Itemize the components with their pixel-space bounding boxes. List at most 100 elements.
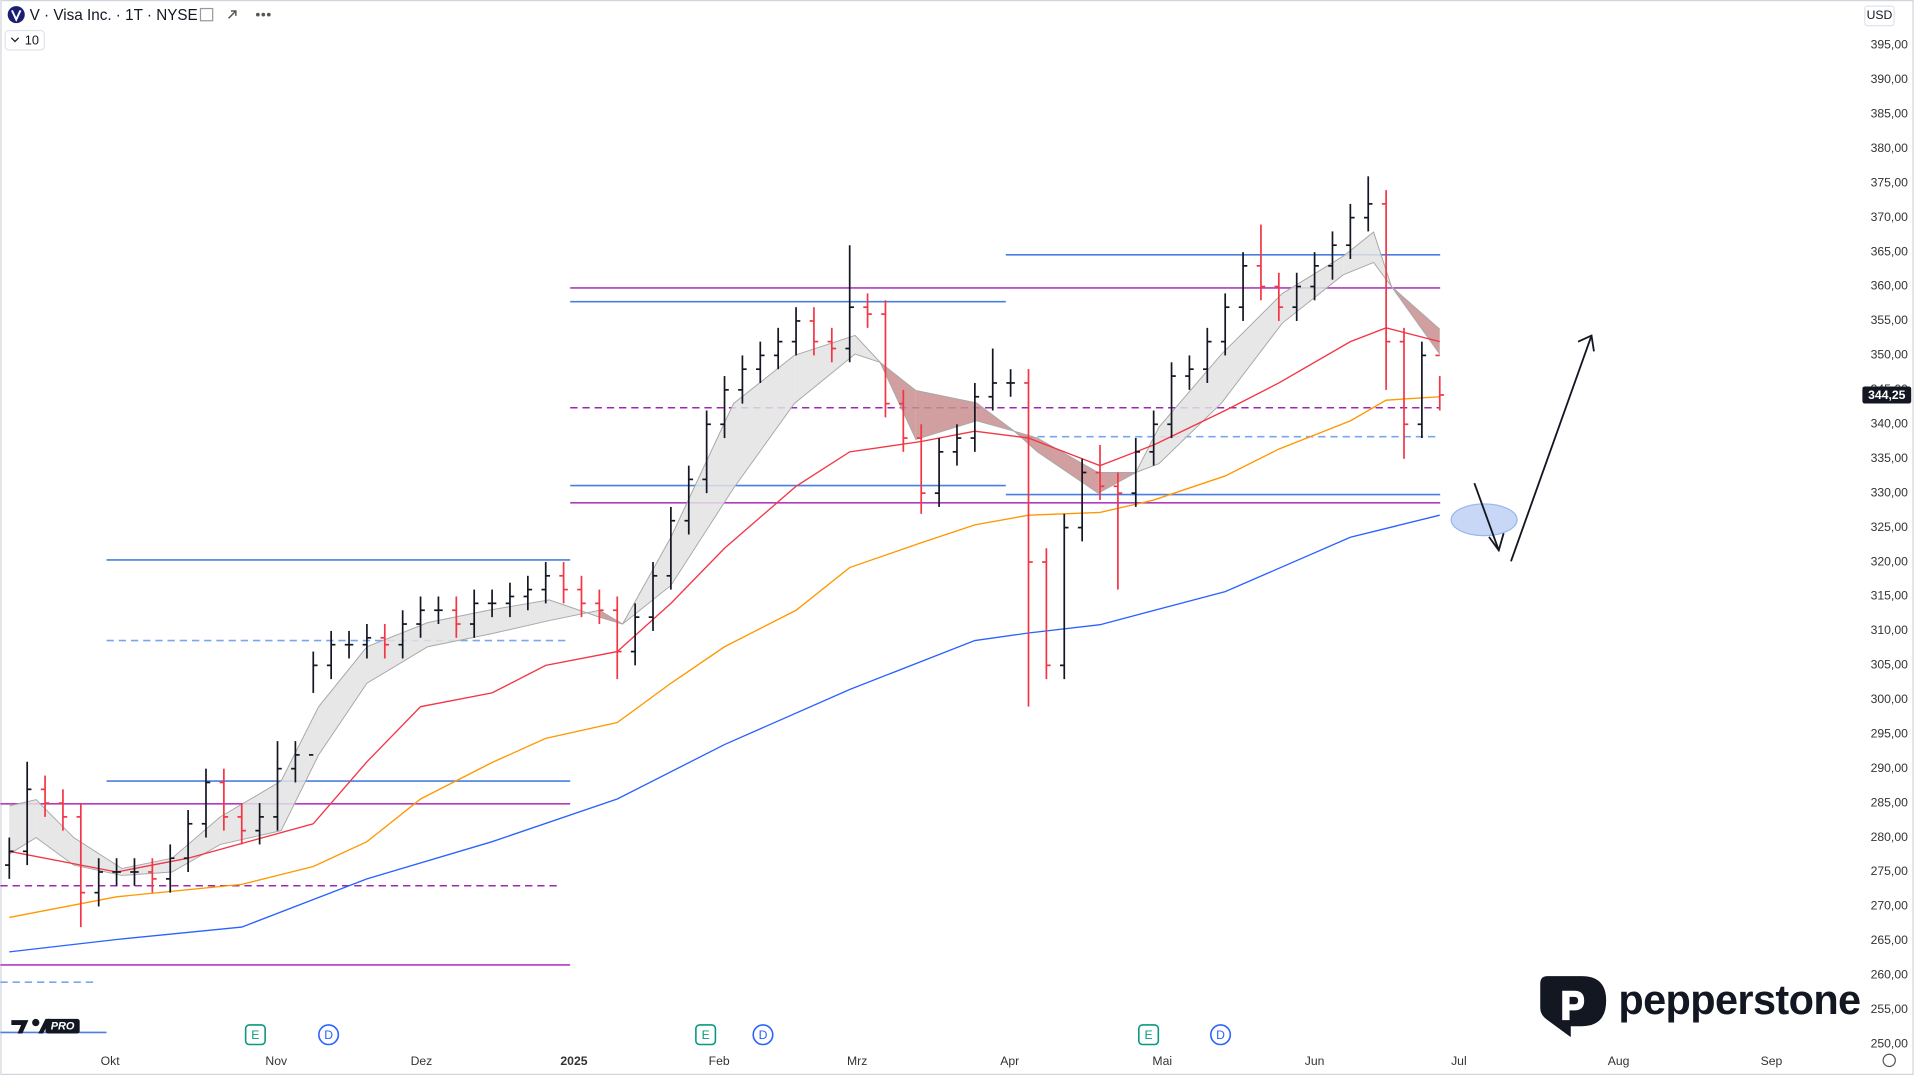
ribbon-fill — [549, 599, 600, 621]
y-tick-label: 295,00 — [1871, 726, 1908, 740]
pro-badge — [45, 1018, 80, 1034]
y-tick-label: 355,00 — [1871, 313, 1908, 327]
up-arrow-head — [1577, 334, 1595, 352]
settings-icon[interactable] — [1882, 1053, 1896, 1068]
chevron — [10, 37, 20, 43]
event-marker[interactable] — [695, 1024, 717, 1046]
ribbon-fill — [427, 610, 489, 647]
ribbon-fill — [220, 781, 282, 845]
x-tick-label: Okt — [101, 1054, 121, 1068]
ribbon-fill — [1343, 232, 1374, 275]
ribbon-fill — [1282, 256, 1344, 324]
broker-name: pepperstone — [1618, 976, 1860, 1023]
moving-average — [9, 396, 1440, 919]
y-tick-label: 270,00 — [1871, 899, 1908, 913]
y-tick-label: 310,00 — [1871, 623, 1908, 637]
y-tick-label: 285,00 — [1871, 795, 1908, 809]
more-icon[interactable] — [255, 12, 271, 17]
ribbon-line — [9, 261, 1441, 876]
y-tick-label: 315,00 — [1871, 589, 1908, 603]
event-label: E — [1145, 1028, 1153, 1042]
x-tick-label: Dez — [411, 1054, 433, 1068]
ribbon-fill — [733, 355, 795, 489]
event-marker[interactable] — [1138, 1024, 1160, 1046]
y-tick-label: 250,00 — [1871, 1036, 1908, 1050]
y-tick-label: 350,00 — [1871, 348, 1908, 362]
y-tick-label: 275,00 — [1871, 864, 1908, 878]
down-arrow — [1473, 482, 1500, 551]
x-tick-label: Jul — [1451, 1054, 1467, 1068]
y-tick-label: 305,00 — [1871, 658, 1908, 672]
y-tick-label: 300,00 — [1871, 692, 1908, 706]
indicator-count: 10 — [25, 32, 39, 47]
ribbon-fill — [794, 335, 856, 404]
symbol-title: V · Visa Inc. · 1T · NYSE — [30, 7, 198, 24]
y-tick-label: 330,00 — [1871, 485, 1908, 499]
ribbon-fill — [1159, 354, 1222, 464]
event-marker[interactable] — [318, 1024, 340, 1046]
ribbon-fill — [1098, 472, 1136, 494]
y-tick-label: 290,00 — [1871, 761, 1908, 775]
ribbon-fill — [599, 610, 623, 625]
broker-logo-p — [1562, 990, 1585, 1021]
y-tick-label: 390,00 — [1871, 72, 1908, 86]
link-icon[interactable] — [228, 10, 237, 19]
axes: 250,00 255,00 260,00 265,00 270,00 275,00 280,… — [101, 38, 1912, 1068]
ribbon-fill — [366, 622, 428, 684]
y-tick-label: 340,00 — [1871, 417, 1908, 431]
y-tick-label: 265,00 — [1871, 933, 1908, 947]
y-tick-label: 365,00 — [1871, 244, 1908, 258]
currency[interactable]: USD — [1867, 8, 1893, 22]
ribbon-line — [9, 231, 1441, 870]
ribbon-fill — [318, 646, 367, 755]
x-tick-label: Mrz — [847, 1054, 867, 1068]
last-price-tag — [1862, 386, 1912, 404]
ribbon-fill — [281, 706, 319, 831]
ribbon-fill — [9, 799, 37, 855]
x-tick-label: 2025 — [560, 1054, 587, 1068]
event-label: D — [759, 1028, 768, 1042]
ribbon-fill — [488, 599, 550, 635]
event-marker[interactable] — [1210, 1024, 1232, 1046]
moving-average — [9, 327, 1440, 873]
symbol-logo-mark — [11, 9, 22, 22]
pro-label: PRO — [51, 1021, 75, 1033]
event-label: D — [1216, 1028, 1225, 1042]
down-arrow-head — [1488, 532, 1505, 553]
x-tick-label: Jun — [1305, 1054, 1325, 1068]
y-tick-label: 335,00 — [1871, 451, 1908, 465]
moving-average — [9, 514, 1440, 953]
ribbon-fill — [915, 390, 977, 440]
x-tick-label: Feb — [709, 1054, 730, 1068]
compare-icon[interactable] — [199, 7, 214, 22]
y-tick-label: 395,00 — [1871, 38, 1908, 52]
y-tick-label: 375,00 — [1871, 175, 1908, 189]
ribbon-fill — [1221, 293, 1283, 403]
y-tick-label: 380,00 — [1871, 141, 1908, 155]
x-tick-label: Apr — [1000, 1054, 1019, 1068]
y-tick-label: 325,00 — [1871, 520, 1908, 534]
ribbon-fill — [670, 403, 734, 586]
target-zone — [1450, 503, 1518, 537]
event-label: E — [702, 1028, 710, 1042]
up-arrow — [1510, 335, 1593, 562]
event-marker[interactable] — [244, 1024, 266, 1046]
drawn-arrows — [1473, 334, 1595, 562]
event-marker[interactable] — [752, 1024, 774, 1046]
y-tick-label: 255,00 — [1871, 1002, 1908, 1016]
ribbon-fill — [1037, 438, 1099, 494]
last-price-label: 344,25 — [1868, 388, 1905, 402]
x-tick-label: Sep — [1761, 1054, 1783, 1068]
plot-area — [0, 176, 1445, 1034]
y-tick-label: 260,00 — [1871, 968, 1908, 982]
y-tick-label: 320,00 — [1871, 554, 1908, 568]
y-tick-label: 385,00 — [1871, 107, 1908, 121]
x-tick-label: Aug — [1608, 1054, 1630, 1068]
event-label: D — [324, 1028, 333, 1042]
event-label: E — [251, 1028, 259, 1042]
indicator-toggle[interactable] — [4, 29, 45, 51]
y-tick-label: 280,00 — [1871, 830, 1908, 844]
y-tick-label: 360,00 — [1871, 279, 1908, 293]
